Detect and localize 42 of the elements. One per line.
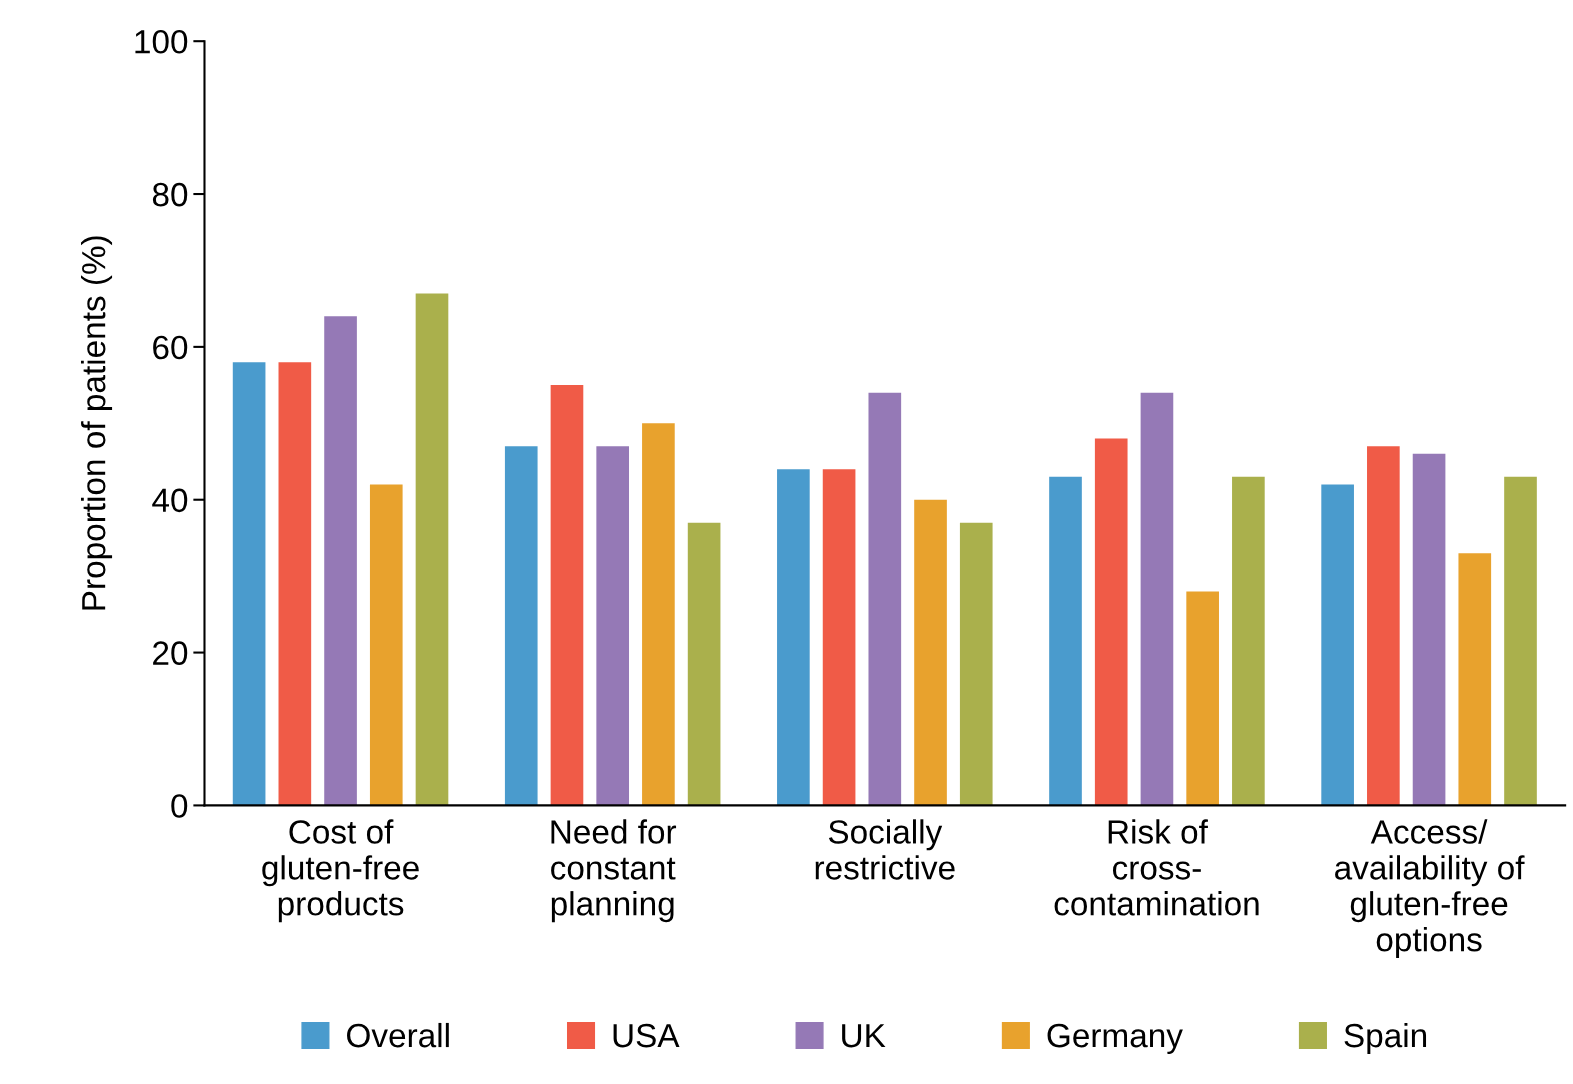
legend-label: Spain xyxy=(1344,1022,1427,1054)
legend-label: UK xyxy=(842,1024,886,1048)
bar xyxy=(504,446,538,806)
bar xyxy=(596,446,630,806)
bar xyxy=(914,499,947,806)
bar xyxy=(1321,484,1354,806)
y-tick-label: 60 xyxy=(153,335,188,360)
bar xyxy=(1049,476,1082,806)
y-tick-label: 20 xyxy=(153,641,188,665)
legend-label: Germany xyxy=(1047,1023,1183,1054)
y-tick-label: 100 xyxy=(135,29,188,54)
bar xyxy=(687,522,721,806)
bar xyxy=(415,293,449,806)
bar xyxy=(1140,392,1174,806)
x-tick-label: Socially restrictive xyxy=(815,819,955,880)
bar xyxy=(278,362,312,806)
bar xyxy=(822,469,856,806)
bar xyxy=(1094,438,1128,806)
bar xyxy=(1232,476,1265,806)
bar xyxy=(369,484,403,806)
bar xyxy=(1367,446,1400,806)
y-tick-label: 80 xyxy=(152,182,188,207)
x-tick-label: Need for constant planning xyxy=(551,819,677,923)
bar xyxy=(550,385,584,806)
y-axis-title: Proportion of patients (%) xyxy=(81,236,113,610)
bar xyxy=(324,316,357,806)
y-tick-label: 40 xyxy=(152,488,188,513)
x-tick-label: Risk of cross- contamination xyxy=(1054,819,1259,916)
legend-label: USA xyxy=(613,1023,680,1048)
x-tick-label: Access/ availability of gluten-free options xyxy=(1335,819,1525,959)
bar xyxy=(232,362,266,806)
x-tick-label: Cost of gluten-free products xyxy=(262,819,419,923)
bar xyxy=(1504,476,1537,806)
bar xyxy=(1458,553,1492,806)
bar xyxy=(1412,453,1446,806)
y-tick-label: 0 xyxy=(171,794,188,818)
bar xyxy=(1186,591,1219,806)
bar xyxy=(642,423,675,806)
bar xyxy=(959,522,993,806)
bar xyxy=(777,469,810,806)
legend-label: Overall xyxy=(347,1022,449,1048)
bar xyxy=(868,392,902,806)
